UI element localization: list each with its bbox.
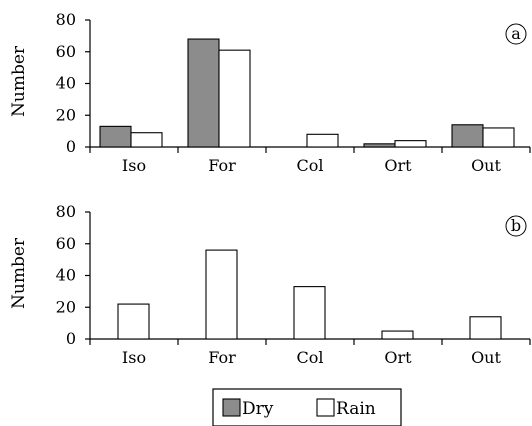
- x-tick-label: Out: [471, 156, 501, 175]
- x-tick-label: Col: [297, 348, 324, 367]
- bar-dry: [187, 38, 220, 148]
- y-axis-label: Number: [9, 45, 29, 117]
- bar-rain: [205, 249, 238, 340]
- bar-rain: [293, 286, 326, 340]
- bar-rain: [117, 303, 150, 340]
- panel-label-circle: [505, 23, 527, 45]
- legend-swatch-rain: [316, 398, 335, 417]
- y-tick-label: 40: [56, 266, 76, 285]
- y-axis-label: Number: [9, 237, 29, 309]
- y-tick-label: 0: [66, 329, 76, 348]
- bar-dry: [363, 143, 396, 148]
- bar-rain: [218, 49, 251, 148]
- bar-dry: [99, 125, 132, 148]
- x-tick-label: Ort: [384, 156, 412, 175]
- bar-rain: [394, 140, 427, 148]
- chart-panel-b: 0 20 40 60 80 Iso For Col Ort Out Number b: [9, 202, 531, 367]
- legend-swatch-dry: [222, 398, 241, 417]
- x-tick-label: Iso: [122, 348, 146, 367]
- x-tick-label: Iso: [122, 156, 146, 175]
- panel-label: a: [511, 24, 521, 43]
- bar-rain: [381, 330, 414, 340]
- x-tick-label: Ort: [384, 348, 412, 367]
- y-tick-label: 60: [56, 42, 76, 61]
- legend-label-rain: Rain: [336, 399, 376, 419]
- panel-label-circle: [505, 215, 527, 237]
- panel-label: b: [511, 216, 521, 235]
- legend: Dry Rain: [212, 388, 402, 426]
- x-tick-label: For: [208, 156, 236, 175]
- y-tick-label: 40: [56, 74, 76, 93]
- y-tick-label: 60: [56, 234, 76, 253]
- x-tick-label: Col: [297, 156, 324, 175]
- legend-box: [212, 388, 402, 426]
- legend-label-dry: Dry: [242, 399, 274, 419]
- y-tick-label: 20: [56, 297, 76, 316]
- chart-panel-a: 0 20 40 60 80 Iso For Col Ort Out Number a: [9, 10, 531, 175]
- bar-rain: [306, 133, 339, 148]
- bar-rain: [482, 127, 515, 148]
- x-tick-label: Out: [471, 348, 501, 367]
- bar-rain: [469, 316, 502, 340]
- x-tick-label: For: [208, 348, 236, 367]
- y-tick-label: 80: [56, 202, 76, 221]
- y-tick-label: 80: [56, 10, 76, 29]
- y-tick-label: 0: [66, 137, 76, 156]
- y-tick-label: 20: [56, 105, 76, 124]
- bar-dry: [451, 124, 484, 148]
- bar-rain: [130, 132, 163, 148]
